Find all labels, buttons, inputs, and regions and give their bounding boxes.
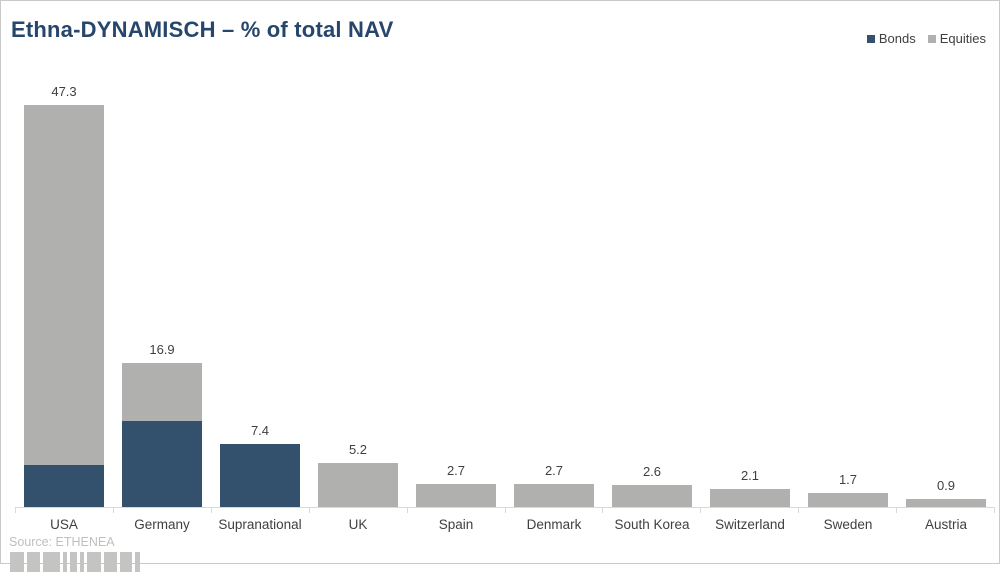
axis-tick [602,508,700,513]
bar-value-label: 7.4 [250,423,270,439]
bar-group-supranational: 7.4 [211,81,309,507]
axis-tick [896,508,996,513]
axis-tick [308,508,407,513]
clipped-text-fragment [87,552,101,572]
category-label-uk: UK [348,517,368,532]
axis-tick [798,508,896,513]
bar-value-label: 2.7 [544,463,564,479]
bar-group-austria: 0.9 [897,81,995,507]
category-label-spain: Spain [438,517,474,532]
clipped-text-line [10,552,140,572]
legend-label-bonds: Bonds [878,31,916,46]
bar-value-label: 0.9 [936,478,956,494]
clipped-text-fragment [27,552,40,572]
equities-segment [318,462,398,507]
category-label-germany: Germany [134,517,190,532]
plot-area: 47.3 16.9 7.4 5.2 2.7 2.7 2.6 2.1 1.7 0.9 [15,81,995,507]
bar-group-spain: 2.7 [407,81,505,507]
legend: Bonds Equities [866,31,986,46]
source-note: Source: ETHENEA [9,535,115,549]
bar-group-south-korea: 2.6 [603,81,701,507]
bar-value-label: 47.3 [51,83,77,99]
clipped-text-fragment [80,552,84,572]
bar-chart: 47.3 16.9 7.4 5.2 2.7 2.7 2.6 2.1 1.7 0.9 USA Germ… [15,81,996,532]
clipped-text-fragment [70,552,77,572]
bar-group-sweden: 1.7 [799,81,897,507]
bonds-swatch-icon [866,34,875,43]
equities-segment [24,104,104,465]
axis-ticks [15,508,996,513]
category-label-usa: USA [50,517,78,532]
category-label-supranational: Supranational [218,517,302,532]
category-label-south-korea: South Korea [614,517,690,532]
clipped-text-fragment [104,552,117,572]
clipped-text-fragment [10,552,24,572]
clipped-text-fragment [43,552,60,572]
bar-group-uk: 5.2 [309,81,407,507]
legend-label-equities: Equities [939,31,986,46]
clipped-text-fragment [120,552,132,572]
equities-segment [710,489,790,507]
bar-value-label: 5.2 [348,441,368,457]
bonds-segment [220,444,300,507]
page-title: Ethna-DYNAMISCH – % of total NAV [11,17,394,42]
axis-tick [15,508,113,513]
bar-value-label: 2.1 [740,468,760,484]
bar-group-denmark: 2.7 [505,81,603,507]
axis-tick [210,508,309,513]
axis-tick [406,508,505,513]
bar-group-usa: 47.3 [15,81,113,507]
equities-segment [122,363,202,422]
equities-segment [416,484,496,507]
clipped-text-fragment [63,552,67,572]
bar-value-label: 2.6 [642,463,662,479]
bar-value-label: 16.9 [149,342,175,358]
category-label-sweden: Sweden [823,517,873,532]
bonds-segment [24,464,104,507]
axis-tick [700,508,798,513]
category-labels: USA Germany Supranational UK Spain Denmark Sou… [15,513,995,532]
bar-group-switzerland: 2.1 [701,81,799,507]
category-label-denmark: Denmark [526,517,582,532]
axis-tick [504,508,603,513]
clipped-text-fragment [135,552,140,572]
bonds-segment [122,421,202,507]
legend-item-bonds: Bonds [866,31,916,46]
category-label-austria: Austria [924,517,968,532]
equities-segment [514,484,594,507]
bar-value-label: 2.7 [446,463,466,479]
axis-tick [112,508,211,513]
bar-value-label: 1.7 [838,471,858,487]
legend-item-equities: Equities [927,31,986,46]
equities-segment [612,484,692,507]
category-label-switzerland: Switzerland [715,517,785,532]
bar-group-germany: 16.9 [113,81,211,507]
x-axis [15,507,996,513]
equities-segment [808,492,888,507]
equities-segment [906,499,986,507]
equities-swatch-icon [927,34,936,43]
